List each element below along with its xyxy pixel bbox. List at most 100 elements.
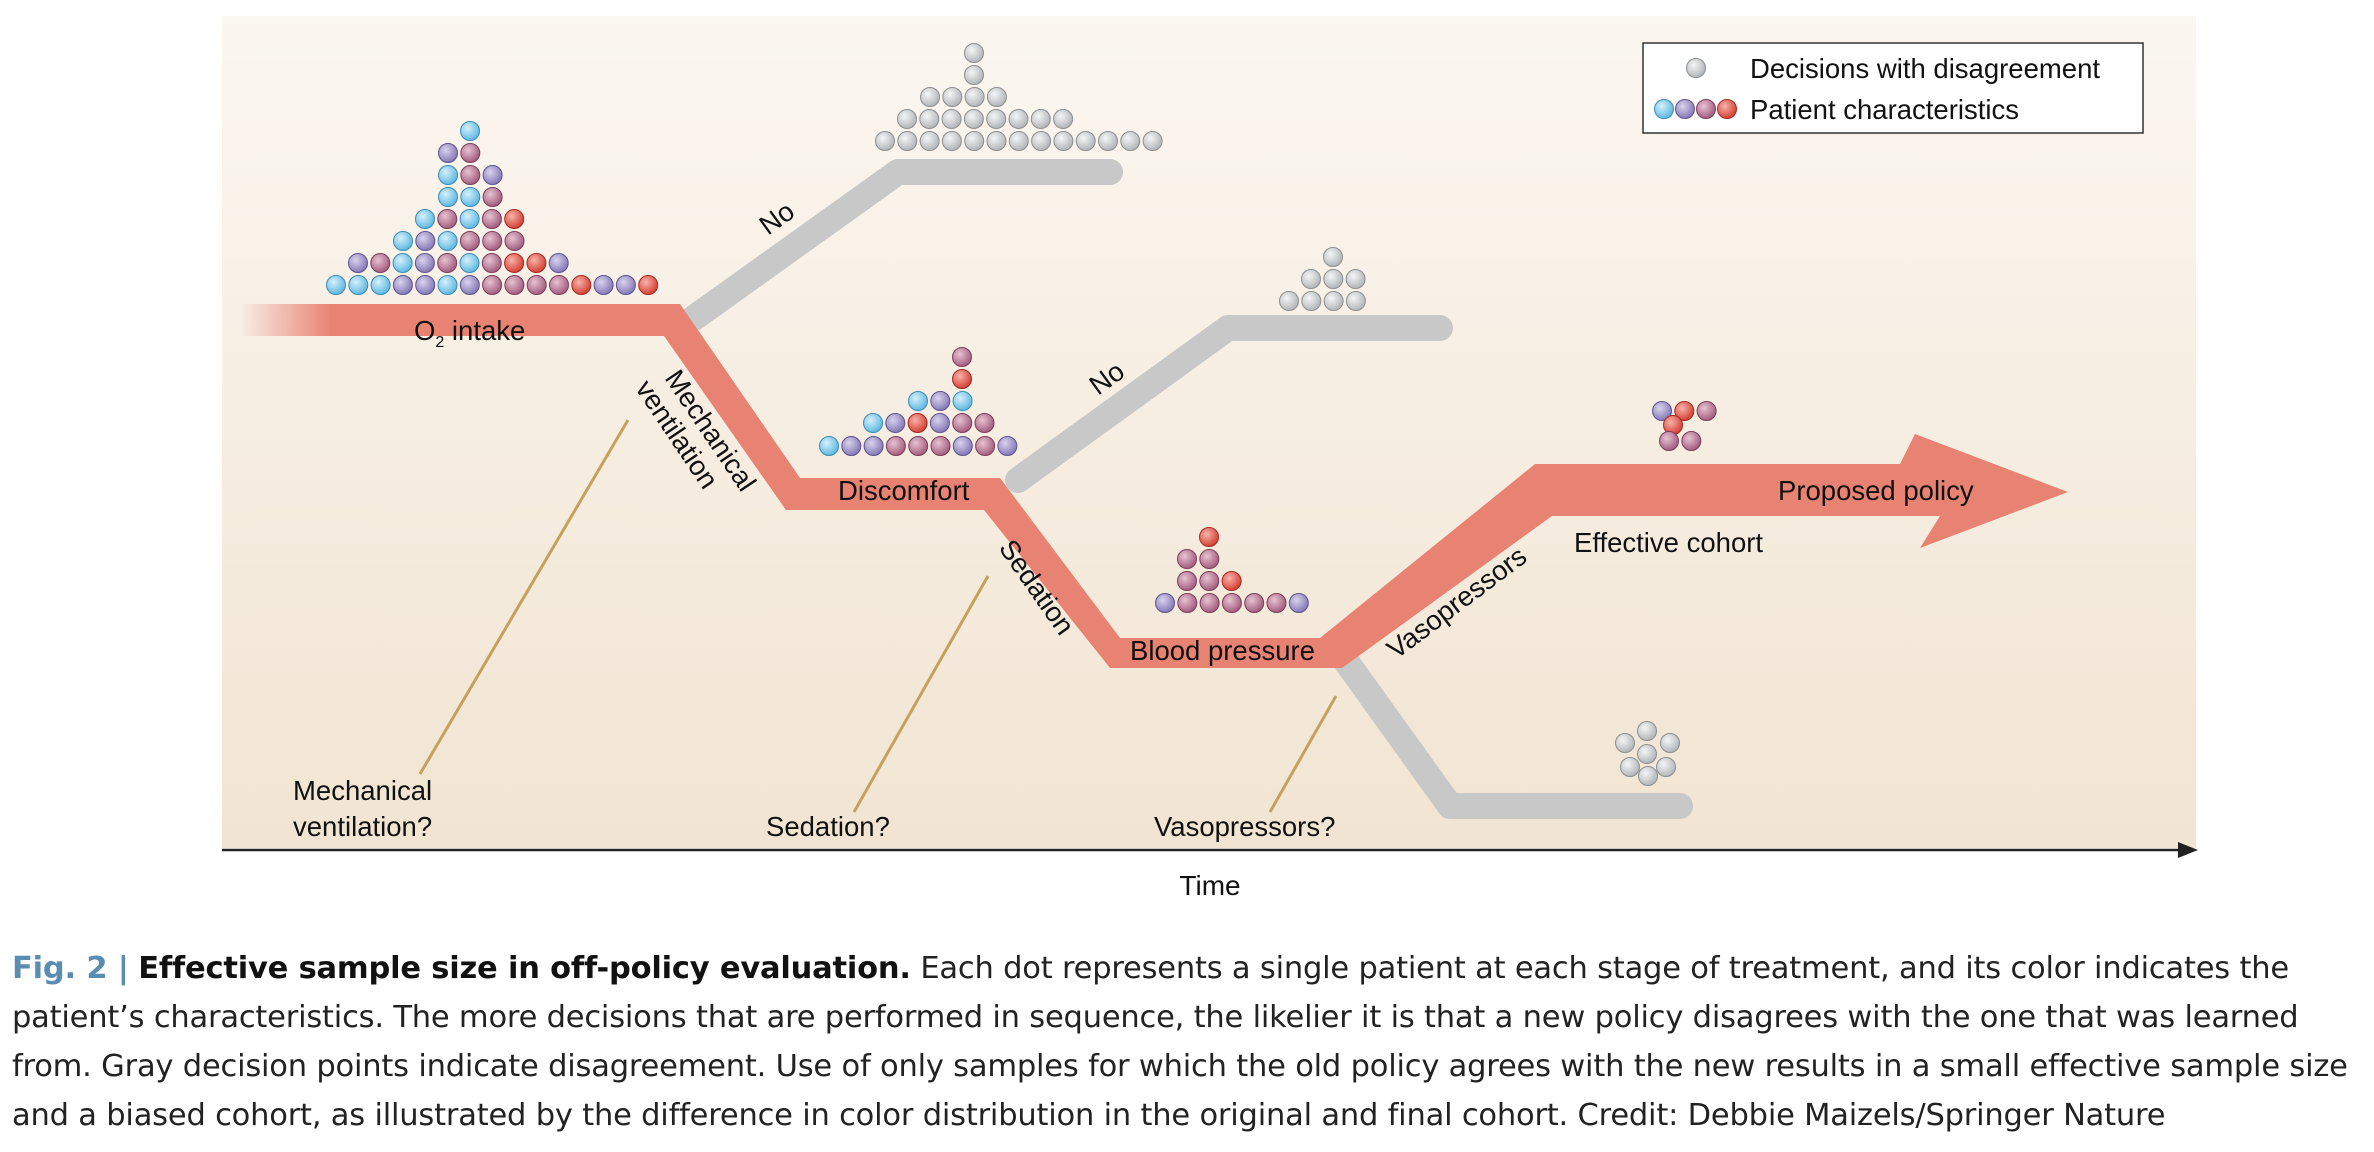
o2-intake-cluster-mauve-dot [482, 187, 503, 207]
legend: Decisions with disagreement Patient char… [1642, 42, 2144, 134]
o2-intake-cluster-purple-dot [459, 275, 480, 295]
leader-line-mechanical [418, 419, 630, 775]
o2-intake-cluster-blue-dot [460, 121, 480, 141]
no-branch-1-cluster-gray-dot [964, 87, 985, 107]
node-blood-pressure: Blood pressure [1130, 635, 1315, 666]
legend-red-dot [1717, 99, 1737, 119]
dot-clusters [326, 43, 1717, 786]
o2-intake-cluster-blue-dot [393, 231, 413, 251]
discomfort-cluster-purple-dot [885, 413, 906, 433]
discomfort-cluster-purple-dot [930, 391, 951, 411]
o2-intake-cluster-mauve-dot [504, 231, 525, 251]
o2-intake-cluster-mauve-dot [526, 275, 547, 295]
effective-cohort-cluster-purple-dot [1652, 401, 1672, 421]
o2-intake-cluster-blue-dot [438, 165, 458, 185]
o2-intake-cluster-purple-dot [414, 253, 435, 273]
no-branch-1-cluster-gray-dot [1008, 131, 1029, 151]
legend-gray-dot [1686, 58, 1706, 78]
no-branch-2-cluster-gray-dot [1279, 291, 1299, 311]
no-branch-1-cluster-gray-dot [1031, 131, 1052, 151]
discomfort-cluster-blue-dot [863, 413, 883, 433]
blood-pressure-cluster-purple-dot [1155, 593, 1175, 613]
legend-mauve-dot [1696, 99, 1716, 119]
no-branch-1-cluster-gray-dot [986, 87, 1007, 107]
no-branch-1-cluster-gray-dot [1053, 131, 1074, 151]
effective-cohort-cluster-red-dot [1674, 401, 1695, 421]
leader-line-sedation [852, 575, 990, 813]
o2-intake-cluster-red-dot [504, 209, 525, 229]
o2-intake-cluster-red-dot [571, 275, 592, 295]
no-branch-1-cluster-gray-dot [919, 131, 940, 151]
no-branch-3 [1325, 637, 1693, 819]
policy-path-fade [240, 304, 332, 336]
no-branch-1-cluster-gray-dot [964, 65, 984, 85]
discomfort-cluster-mauve-dot [952, 347, 972, 367]
no-branch-1-cluster-gray-dot [986, 131, 1007, 151]
question-mechanical-ventilation: Mechanical ventilation? [293, 775, 440, 842]
node-discomfort: Discomfort [838, 475, 970, 506]
o2-intake-cluster-blue-dot [348, 275, 369, 295]
o2-intake-cluster-mauve-dot [437, 253, 458, 273]
no-branch-1-cluster-gray-dot [964, 43, 984, 63]
discomfort-cluster-purple-dot [929, 413, 950, 433]
no-branch-1-cluster-gray-dot [964, 131, 985, 151]
discomfort-cluster-purple-dot [952, 436, 973, 456]
legend-blue-dot [1654, 99, 1674, 119]
caption-label: Fig. 2 | [12, 951, 129, 986]
decision-questions: Mechanical ventilation? Sedation? Vasopr… [293, 775, 1335, 842]
time-axis-label: Time [1179, 870, 1240, 901]
discomfort-cluster-purple-dot [863, 436, 884, 456]
no-branch-3-cluster-gray-dot [1615, 733, 1635, 753]
no-branch-2-cluster-gray-dot [1301, 269, 1321, 289]
o2-intake-cluster-blue-dot [370, 275, 391, 295]
blood-pressure-cluster-mauve-dot [1266, 593, 1287, 613]
o2-intake-cluster-blue-dot [459, 253, 480, 273]
caption-body: Each dot represents a single patient at … [12, 951, 2348, 1133]
discomfort-cluster-mauve-dot [885, 436, 906, 456]
o2-intake-cluster-mauve-dot [481, 209, 502, 229]
blood-pressure-cluster-mauve-dot [1199, 549, 1220, 569]
effective-cohort-cluster-mauve-dot [1696, 401, 1717, 421]
legend-patient-label: Patient characteristics [1750, 94, 2019, 125]
policy-path [240, 304, 2068, 668]
disagreement-paths [681, 159, 1693, 819]
time-axis: Time [222, 842, 2198, 901]
no-branch-3-cluster-gray-dot [1637, 721, 1657, 741]
discomfort-cluster-purple-dot [841, 436, 862, 456]
no-branch-1-cluster-gray-dot [1053, 109, 1074, 129]
node-labels: O2 intake Discomfort Blood pressure Prop… [414, 315, 1974, 666]
o2-intake-cluster-mauve-dot [482, 275, 503, 295]
no-branch-2-cluster-gray-dot [1323, 291, 1344, 311]
no-branch-1-cluster-gray-dot [875, 131, 895, 151]
o2-intake-cluster-purple-dot [615, 275, 636, 295]
o2-intake-cluster-mauve-dot [460, 165, 481, 185]
o2-intake-cluster-red-dot [638, 275, 659, 295]
o2-intake-cluster-blue-dot [437, 231, 458, 251]
no-branch-1-cluster-gray-dot [897, 109, 917, 129]
leader-lines [418, 419, 1338, 813]
discomfort-cluster-red-dot [952, 369, 972, 389]
o2-intake-cluster-blue-dot [415, 209, 435, 229]
discomfort-cluster-mauve-dot [952, 413, 973, 433]
no-branch-2-cluster-gray-dot [1323, 269, 1344, 289]
blood-pressure-cluster-mauve-dot [1177, 571, 1197, 591]
leader-line-vasopressors [1268, 695, 1338, 813]
o2-intake-cluster-mauve-dot [370, 253, 391, 273]
legend-purple-dot [1675, 99, 1695, 119]
effective-cohort-cluster-mauve-dot [1659, 431, 1679, 451]
no-branch-1-cluster-gray-dot [1075, 131, 1096, 151]
no-branch-1-cluster-gray-dot [920, 87, 940, 107]
no-branch-1 [681, 159, 1123, 331]
discomfort-cluster-red-dot [907, 413, 928, 433]
o2-intake-cluster-purple-dot [548, 253, 569, 273]
blood-pressure-cluster-mauve-dot [1199, 571, 1220, 591]
discomfort-cluster-purple-dot [997, 436, 1018, 456]
o2-intake-cluster-purple-dot [482, 165, 503, 185]
no-branch-1-cluster-gray-dot [1142, 131, 1163, 151]
diagram: Time Decisions with disagreement Patient… [222, 16, 2198, 901]
o2-intake-cluster-purple-dot [392, 275, 413, 295]
no-branch-1-cluster-gray-dot [986, 109, 1007, 129]
o2-intake-cluster-mauve-dot [437, 209, 458, 229]
blood-pressure-cluster-red-dot [1221, 571, 1242, 591]
no-branch-3-cluster-gray-dot [1620, 757, 1640, 777]
